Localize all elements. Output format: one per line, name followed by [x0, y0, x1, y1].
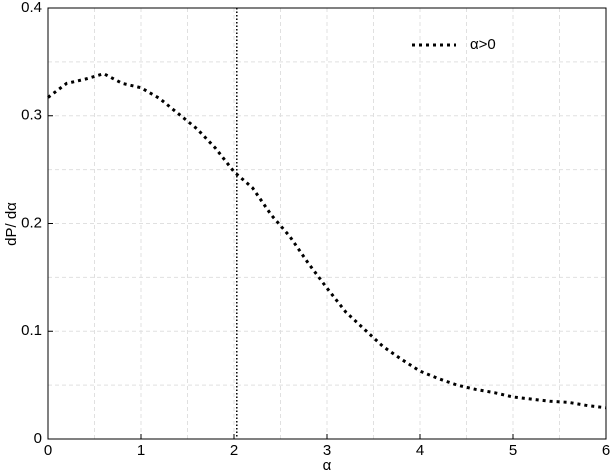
legend-label: α>0	[470, 36, 496, 53]
x-tick-label: 6	[602, 442, 610, 459]
x-tick-label: 3	[323, 442, 331, 459]
x-tick-label: 5	[509, 442, 517, 459]
x-tick-label: 4	[416, 442, 424, 459]
y-axis-label: dP/ dα	[3, 202, 20, 246]
x-axis-label: α	[323, 457, 332, 474]
y-tick-label: 0	[34, 430, 42, 447]
x-tick-label: 1	[137, 442, 145, 459]
y-tick-label: 0.4	[21, 0, 42, 16]
y-tick-label: 0.3	[21, 107, 42, 124]
x-tick-label: 0	[44, 442, 52, 459]
x-tick-label: 2	[230, 442, 238, 459]
y-tick-label: 0.2	[21, 214, 42, 231]
plot-frame	[47, 7, 607, 440]
y-tick-label: 0.1	[21, 322, 42, 339]
